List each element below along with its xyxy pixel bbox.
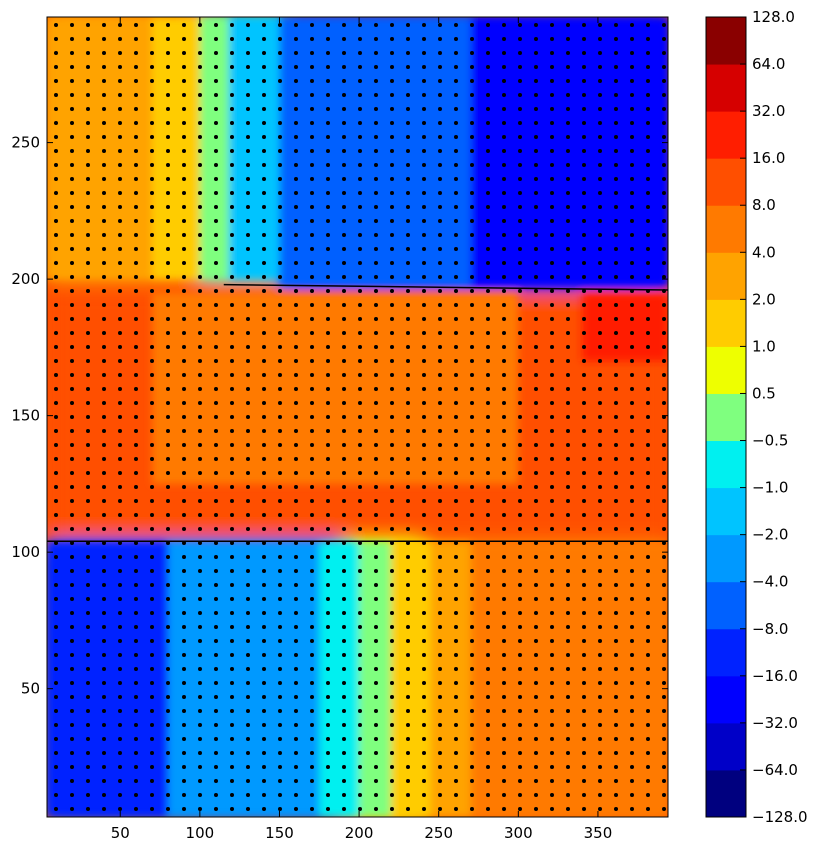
colorbar-band	[706, 299, 746, 347]
colorbar-band	[706, 205, 746, 253]
colorbar-band	[706, 722, 746, 771]
y-tick-label: 150	[11, 407, 40, 425]
colorbar-band	[706, 158, 746, 206]
x-tick-label: 100	[186, 824, 215, 842]
colorbar-band	[706, 581, 746, 630]
colorbar-frame	[705, 16, 747, 818]
plot-frame	[46, 16, 669, 818]
colorbar-tick-label: 2.0	[752, 290, 776, 308]
x-tick-label: 300	[504, 824, 533, 842]
colorbar-tick-label: 64.0	[752, 55, 785, 73]
colorbar-tick-label: −64.0	[752, 761, 798, 779]
stipple-dots	[47, 17, 668, 817]
colorbar-band	[706, 487, 746, 536]
colorbar-tick-label: 128.0	[752, 8, 795, 26]
colorbar-tick-label: 4.0	[752, 243, 776, 261]
y-axis: 50 100 150 200 250	[11, 134, 668, 698]
colorbar-tick-label: −128.0	[752, 808, 808, 826]
colorbar-band	[706, 534, 746, 583]
x-tick-label: 350	[584, 824, 613, 842]
colorbar-band	[706, 17, 746, 65]
x-tick-label: 250	[424, 824, 453, 842]
colorbar-band	[706, 346, 746, 394]
colorbar-tick-label: 8.0	[752, 196, 776, 214]
x-tick-label: 200	[345, 824, 374, 842]
colorbar-tick-label: 16.0	[752, 149, 785, 167]
colorbar-tick-label: 1.0	[752, 337, 776, 355]
x-tick-label: 150	[265, 824, 294, 842]
y-tick-label: 200	[11, 270, 40, 288]
colorbar-tick-label: −8.0	[752, 620, 788, 638]
colorbar-band	[706, 111, 746, 159]
colorbar-tick-label: −0.5	[752, 432, 788, 450]
x-axis: 50 100 150 200 250 300 350	[111, 17, 613, 842]
y-tick-label: 50	[21, 680, 40, 698]
colorbar: −128.0 −64.0 −32.0 −16.0 −8.0 −4.0 −2.0 −1.0 −0.…	[705, 8, 808, 826]
plot-area: 50 100 150 200 250 300 350 50 100 150 200 250	[11, 16, 669, 842]
colorbar-band	[706, 64, 746, 112]
y-tick-label: 250	[11, 134, 40, 152]
colorbar-band	[706, 252, 746, 300]
colorbar-tick-label: −1.0	[752, 479, 788, 497]
colorbar-tick-label: −32.0	[752, 714, 798, 732]
colorbar-band	[706, 628, 746, 677]
colorbar-band	[706, 440, 746, 489]
x-tick-label: 50	[111, 824, 130, 842]
colorbar-band	[706, 675, 746, 724]
contour-field	[47, 17, 668, 817]
colorbar-tick-label: 32.0	[752, 102, 785, 120]
y-tick-label: 100	[11, 543, 40, 561]
colorbar-tick-label: 0.5	[752, 384, 776, 402]
colorbar-tick-label: −4.0	[752, 573, 788, 591]
colorbar-tick-label: −16.0	[752, 667, 798, 685]
colorbar-tick-label: −2.0	[752, 526, 788, 544]
colorbar-band	[706, 769, 746, 818]
colorbar-band	[706, 393, 746, 442]
